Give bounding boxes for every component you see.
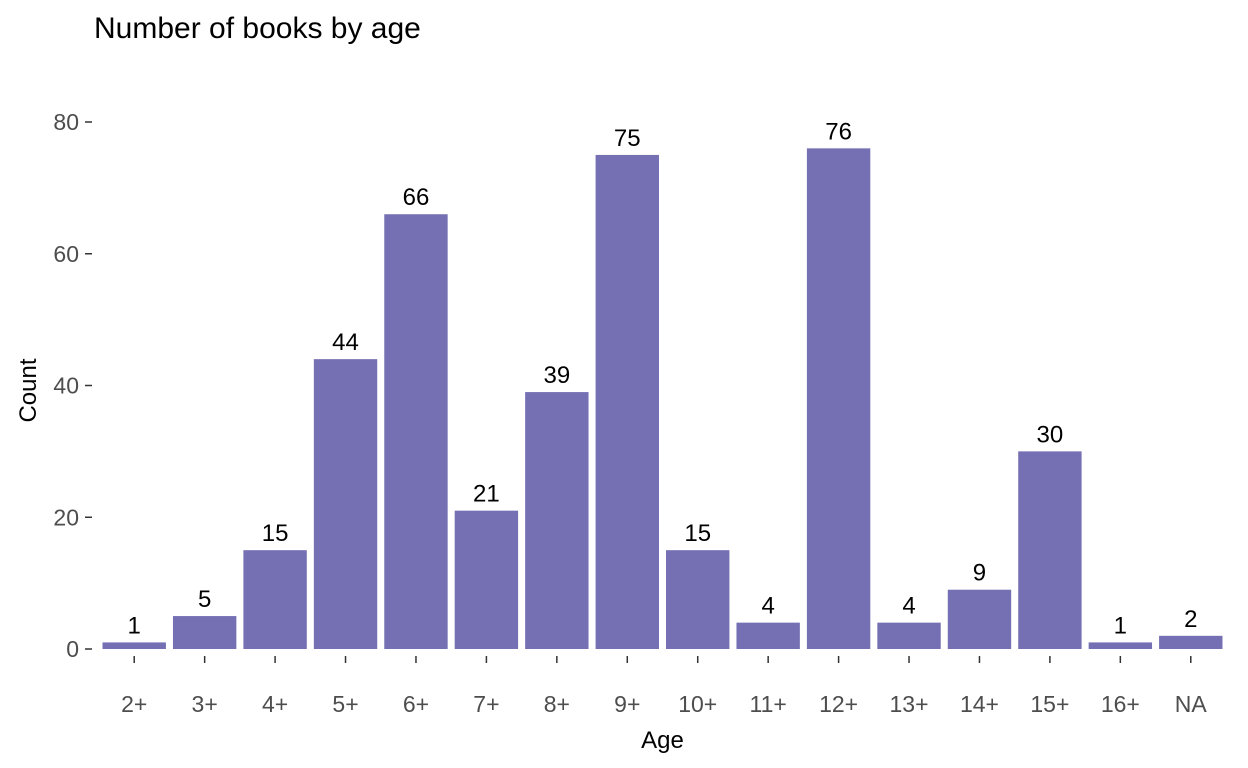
x-tick-label: 14+ [960, 691, 999, 717]
x-tick-label: 13+ [890, 691, 929, 717]
bar-value-label: 1 [1114, 612, 1127, 639]
bar-value-label: 30 [1037, 421, 1064, 448]
bar [454, 510, 519, 649]
x-axis: 2+ 3+ 4+ 5+ 6+ 7+ 8+ 9+ 10+ 11+ 12+ 13+ 14+ 15+ 16+ NA [121, 656, 1207, 717]
y-axis: 0 20 40 60 80 [53, 109, 92, 662]
bar [1159, 635, 1223, 649]
x-tick-label: 2+ [121, 691, 147, 717]
bar-value-label: 9 [973, 560, 986, 587]
x-tick-label: NA [1175, 691, 1208, 717]
x-tick-label: 5+ [332, 691, 358, 717]
bar [666, 550, 730, 649]
x-axis-title: Age [641, 727, 684, 754]
y-tick-label: 80 [53, 109, 79, 135]
bars [102, 148, 1223, 649]
bar-value-label: 15 [262, 520, 289, 547]
bar-value-label: 76 [825, 118, 852, 145]
bar [595, 154, 659, 649]
bar-value-label: 39 [543, 362, 570, 389]
bar-value-label: 44 [332, 329, 359, 356]
chart-title: Number of books by age [94, 12, 421, 45]
y-tick-label: 20 [53, 504, 79, 530]
bar-value-label: 66 [403, 184, 430, 211]
bar [1088, 642, 1153, 649]
x-tick-label: 6+ [403, 691, 429, 717]
x-tick-label: 15+ [1030, 691, 1069, 717]
y-tick-label: 0 [66, 636, 79, 662]
bar [1018, 451, 1082, 649]
bar [102, 642, 166, 649]
x-tick-label: 4+ [262, 691, 288, 717]
bar [313, 359, 378, 649]
bar-value-label: 4 [902, 593, 915, 620]
bar-value-label: 4 [761, 593, 774, 620]
bar [384, 214, 448, 649]
bar-value-label: 5 [198, 586, 211, 613]
bar-value-label: 21 [473, 481, 500, 508]
bar [947, 589, 1012, 649]
x-tick-label: 16+ [1101, 691, 1140, 717]
x-tick-label: 9+ [614, 691, 640, 717]
x-tick-label: 11+ [750, 691, 787, 717]
bar [525, 392, 589, 649]
bar [806, 148, 871, 649]
bar-value-label: 1 [128, 612, 141, 639]
bar-value-label: 75 [614, 125, 641, 152]
y-axis-title: Count [15, 358, 42, 422]
x-tick-label: 3+ [192, 691, 218, 717]
x-tick-label: 10+ [678, 691, 717, 717]
bar [172, 616, 237, 649]
bar [736, 622, 800, 649]
x-tick-label: 12+ [819, 691, 858, 717]
y-tick-label: 40 [53, 373, 79, 399]
x-tick-label: 7+ [473, 691, 499, 717]
bar [877, 622, 941, 649]
bar-value-label: 2 [1184, 606, 1197, 633]
x-tick-label: 8+ [544, 691, 570, 717]
bar-value-label: 15 [684, 520, 711, 547]
bar [243, 550, 307, 649]
y-tick-label: 60 [53, 241, 79, 267]
